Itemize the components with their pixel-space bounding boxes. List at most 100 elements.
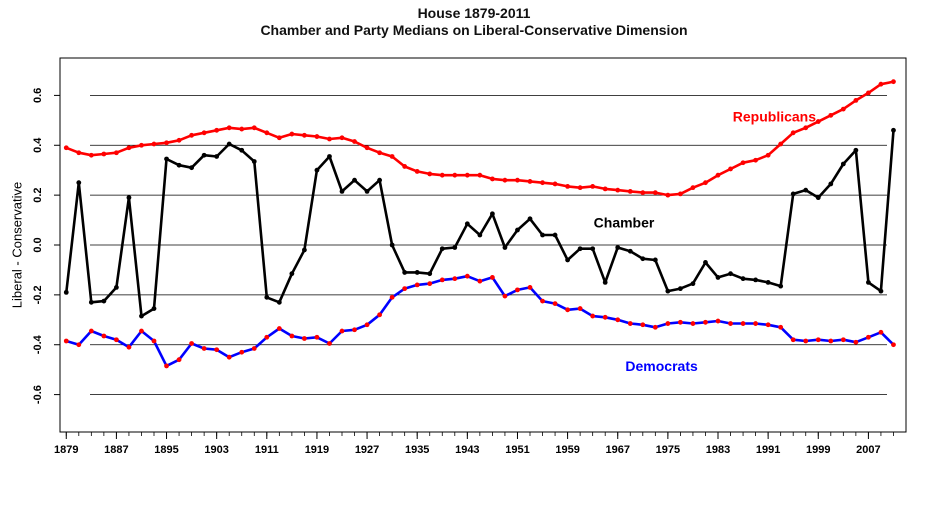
point-democrats-1895	[164, 363, 169, 369]
point-republicans-1905	[226, 125, 232, 131]
point-republicans-1987	[740, 160, 746, 166]
annotation-republicans: Republicans	[733, 109, 816, 125]
point-chamber-1897	[176, 162, 182, 168]
point-republicans-2011	[891, 79, 896, 85]
point-chamber-1923	[339, 188, 345, 194]
point-republicans-1907	[239, 126, 245, 132]
point-democrats-1893	[151, 338, 157, 344]
point-democrats-1997	[803, 338, 809, 344]
x-tick-label-9: 1951	[505, 444, 529, 456]
point-republicans-1933	[402, 164, 408, 169]
point-chamber-1981	[703, 260, 708, 265]
point-chamber-1927	[364, 188, 370, 194]
point-chamber-1977	[678, 286, 683, 292]
point-chamber-1883	[88, 299, 94, 305]
point-republicans-1977	[678, 191, 683, 197]
series-line-republicans	[65, 80, 894, 197]
point-chamber-1901	[201, 152, 207, 158]
point-democrats-1931	[389, 294, 395, 300]
point-democrats-1897	[176, 357, 182, 363]
point-chamber-1967	[615, 245, 621, 250]
point-democrats-1947	[490, 275, 495, 280]
point-democrats-1935	[414, 282, 420, 288]
point-republicans-1999	[815, 119, 821, 124]
point-republicans-1975	[665, 192, 671, 198]
point-republicans-1885	[101, 151, 107, 157]
y-tick-label-6: -0.6	[32, 385, 44, 404]
annotation-democrats: Democrats	[625, 358, 698, 374]
point-democrats-1973	[652, 324, 658, 330]
point-chamber-1919	[314, 167, 320, 173]
point-democrats-1923	[339, 328, 345, 334]
point-democrats-1921	[327, 341, 332, 346]
point-republicans-1891	[139, 142, 144, 148]
y-tick-label-4: -0.2	[32, 285, 44, 304]
point-chamber-1929	[377, 177, 382, 183]
point-chamber-1961	[577, 246, 583, 252]
point-republicans-1971	[640, 190, 646, 196]
x-tick-label-4: 1911	[255, 444, 279, 456]
point-democrats-1913	[276, 326, 282, 331]
x-tick-label-7: 1935	[405, 444, 429, 456]
point-republicans-1881	[76, 150, 82, 156]
y-tick-label-3: 0.0	[32, 237, 44, 252]
point-democrats-1983	[715, 318, 721, 324]
point-republicans-1951	[515, 177, 520, 183]
point-democrats-2009	[878, 329, 884, 335]
point-chamber-1913	[276, 299, 282, 305]
point-chamber-1947	[490, 211, 495, 217]
point-chamber-1949	[502, 245, 508, 250]
point-democrats-1999	[815, 337, 821, 343]
point-chamber-1979	[690, 281, 696, 287]
point-chamber-1911	[264, 294, 270, 300]
point-democrats-1915	[289, 333, 295, 339]
point-chamber-1933	[402, 270, 408, 275]
point-republicans-1965	[602, 186, 608, 192]
point-democrats-2007	[866, 334, 871, 340]
point-democrats-1967	[615, 317, 621, 323]
point-democrats-1939	[439, 277, 445, 283]
point-republicans-1937	[427, 171, 433, 177]
series-line-chamber	[65, 130, 895, 318]
point-republicans-1995	[790, 130, 796, 136]
point-democrats-2005	[853, 339, 859, 345]
point-chamber-1945	[477, 232, 483, 238]
point-republicans-1957	[552, 181, 558, 187]
point-chamber-1903	[214, 154, 220, 159]
x-tick-label-12: 1975	[656, 444, 680, 456]
point-republicans-1887	[114, 150, 119, 156]
point-chamber-1971	[640, 256, 646, 262]
x-tick-label-5: 1919	[305, 444, 329, 456]
point-chamber-1991	[765, 280, 771, 285]
point-chamber-1939	[439, 246, 445, 252]
point-chamber-1989	[753, 277, 758, 283]
point-democrats-2001	[828, 338, 834, 344]
point-democrats-1925	[352, 327, 357, 333]
point-chamber-1885	[101, 298, 107, 304]
point-democrats-1989	[753, 321, 758, 326]
point-republicans-1889	[126, 145, 132, 151]
x-tick-label-6: 1927	[355, 444, 379, 456]
point-democrats-1889	[126, 344, 132, 350]
point-democrats-1909	[251, 346, 257, 351]
x-tick-label-13: 1983	[706, 444, 730, 456]
point-democrats-1991	[765, 322, 771, 328]
point-democrats-1879	[63, 338, 69, 344]
point-republicans-1901	[201, 130, 207, 136]
point-chamber-1953	[527, 216, 533, 222]
point-chamber-1925	[352, 177, 357, 183]
point-republicans-2003	[840, 106, 846, 112]
point-democrats-1929	[377, 312, 382, 318]
point-republicans-1947	[490, 176, 495, 182]
point-chamber-1915	[289, 271, 295, 277]
point-democrats-1899	[189, 341, 195, 346]
point-chamber-1959	[565, 257, 570, 263]
point-chamber-1997	[803, 187, 809, 193]
point-democrats-1943	[464, 273, 470, 279]
point-republicans-1917	[302, 132, 307, 138]
point-republicans-1913	[276, 135, 282, 141]
point-republicans-1911	[264, 130, 270, 136]
point-democrats-1883	[88, 328, 94, 334]
